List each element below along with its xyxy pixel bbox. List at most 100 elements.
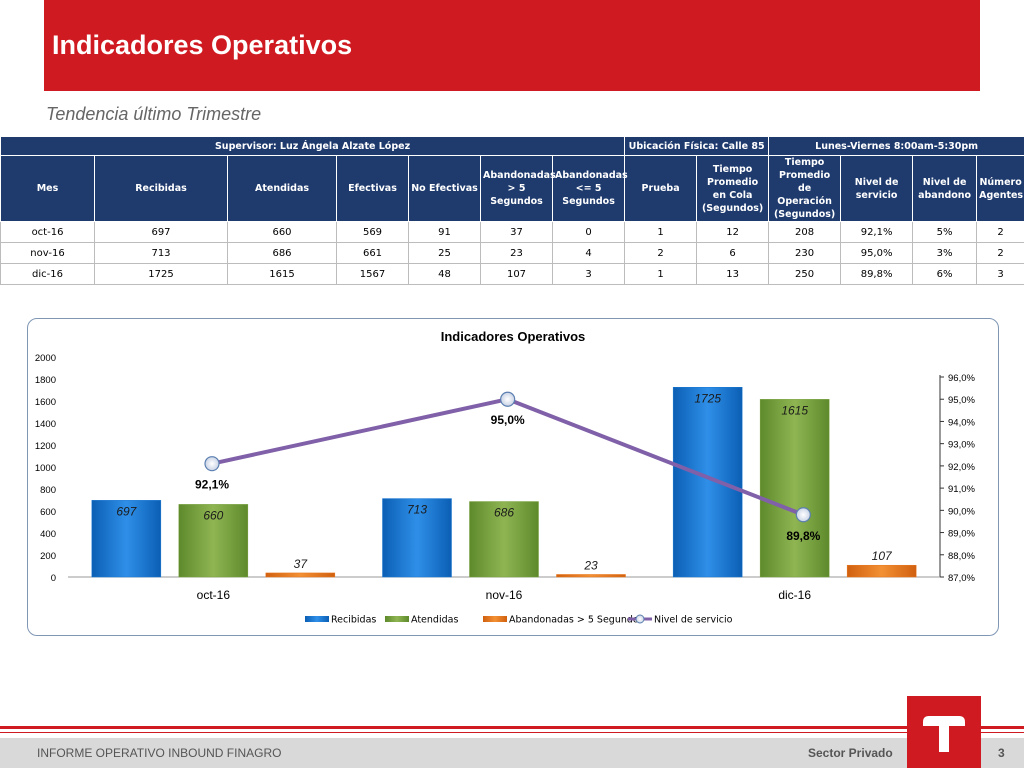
table-cell: nov-16 <box>1 243 95 264</box>
brand-logo <box>907 696 981 768</box>
table-cell: 5% <box>913 222 977 243</box>
y2-tick-label: 93,0% <box>948 440 975 451</box>
y2-tick-label: 88,0% <box>948 551 975 562</box>
table-cell: 2 <box>977 222 1024 243</box>
column-header: Abandonadas > 5 Segundos <box>481 156 553 222</box>
column-header: Nivel de abandono <box>913 156 977 222</box>
table-cell: 25 <box>409 243 481 264</box>
legend-swatch <box>305 616 329 622</box>
table-cell: 48 <box>409 264 481 285</box>
table-cell: 230 <box>769 243 841 264</box>
table-cell: 107 <box>481 264 553 285</box>
operations-chart: Indicadores Operativos020040060080010001… <box>28 319 998 635</box>
page-subtitle: Tendencia último Trimestre <box>46 104 261 125</box>
bar-data-label: 37 <box>294 557 309 571</box>
y2-tick-label: 95,0% <box>948 395 975 406</box>
line-data-label: 92,1% <box>195 478 229 492</box>
bar-data-label: 23 <box>583 558 598 572</box>
group-header-schedule: Lunes-Viernes 8:00am-5:30pm <box>769 137 1024 156</box>
table-cell: 569 <box>337 222 409 243</box>
table-cell: 250 <box>769 264 841 285</box>
table-cell: 686 <box>228 243 337 264</box>
y-tick-label: 800 <box>40 485 56 496</box>
footer-sector: Sector Privado <box>808 746 893 760</box>
table-cell: 3 <box>977 264 1024 285</box>
table-cell: 92,1% <box>841 222 913 243</box>
line-point-marker <box>501 392 515 406</box>
x-tick-label: oct-16 <box>197 588 231 602</box>
table-cell: 2 <box>977 243 1024 264</box>
bar-recibidas <box>673 387 742 577</box>
table-cell: oct-16 <box>1 222 95 243</box>
bar-atendidas <box>760 399 829 577</box>
legend-swatch-marker <box>636 615 644 623</box>
legend-entry: Recibidas <box>331 615 376 626</box>
table-cell: 89,8% <box>841 264 913 285</box>
column-header: Abandonadas <= 5 Segundos <box>553 156 625 222</box>
y-tick-label: 400 <box>40 529 56 540</box>
table-cell: 23 <box>481 243 553 264</box>
table-cell: 3% <box>913 243 977 264</box>
table-cell: 1 <box>625 264 697 285</box>
table-cell: 1 <box>625 222 697 243</box>
y2-tick-label: 89,0% <box>948 529 975 540</box>
bar-abandonadas-5-segundos <box>557 574 626 577</box>
table-cell: 1615 <box>228 264 337 285</box>
table-cell: 697 <box>95 222 228 243</box>
table-cell: 95,0% <box>841 243 913 264</box>
table-cell: 3 <box>553 264 625 285</box>
bar-data-label: 107 <box>872 549 893 563</box>
legend-swatch <box>483 616 507 622</box>
y2-tick-label: 94,0% <box>948 417 975 428</box>
table-cell: 1567 <box>337 264 409 285</box>
column-header: Atendidas <box>228 156 337 222</box>
group-header-location: Ubicación Física: Calle 85 <box>625 137 769 156</box>
line-point-marker <box>205 457 219 471</box>
t-logo-icon <box>907 696 981 768</box>
table-cell: 660 <box>228 222 337 243</box>
table-cell: dic-16 <box>1 264 95 285</box>
footer-rule-thin <box>0 732 1024 733</box>
bar-data-label: 1615 <box>781 403 808 417</box>
column-header: Número Agentes <box>977 156 1024 222</box>
column-header: Mes <box>1 156 95 222</box>
y-tick-label: 600 <box>40 507 56 518</box>
title-band: Indicadores Operativos <box>44 0 980 91</box>
table-cell: 6 <box>697 243 769 264</box>
y-tick-label: 2000 <box>35 353 56 364</box>
line-point-marker <box>796 508 810 522</box>
group-header-supervisor: Supervisor: Luz Ángela Alzate López <box>1 137 625 156</box>
line-data-label: 89,8% <box>786 529 820 543</box>
legend-entry: Nivel de servicio <box>654 615 733 626</box>
y-tick-label: 1600 <box>35 397 56 408</box>
legend-entry: Atendidas <box>411 615 458 626</box>
bar-abandonadas-5-segundos <box>266 573 335 577</box>
table-cell: 91 <box>409 222 481 243</box>
y2-tick-label: 92,0% <box>948 462 975 473</box>
table-cell: 4 <box>553 243 625 264</box>
operations-table: Supervisor: Luz Ángela Alzate López Ubic… <box>0 136 1024 285</box>
table-cell: 713 <box>95 243 228 264</box>
x-tick-label: nov-16 <box>486 588 523 602</box>
y-tick-label: 0 <box>51 573 56 584</box>
y-tick-label: 1400 <box>35 419 56 430</box>
column-header: Prueba <box>625 156 697 222</box>
page-number: 3 <box>998 746 1005 760</box>
line-data-label: 95,0% <box>491 413 525 427</box>
column-header: No Efectivas <box>409 156 481 222</box>
y2-tick-label: 87,0% <box>948 573 975 584</box>
y-tick-label: 1200 <box>35 441 56 452</box>
table-cell: 661 <box>337 243 409 264</box>
y2-tick-label: 91,0% <box>948 484 975 495</box>
bar-data-label: 697 <box>116 504 137 518</box>
table-cell: 2 <box>625 243 697 264</box>
bar-data-label: 660 <box>203 508 223 522</box>
y-tick-label: 200 <box>40 551 56 562</box>
bar-data-label: 686 <box>494 506 514 520</box>
column-header: Tiempo Promedio de Operación (Segundos) <box>769 156 841 222</box>
bar-data-label: 713 <box>407 503 427 517</box>
